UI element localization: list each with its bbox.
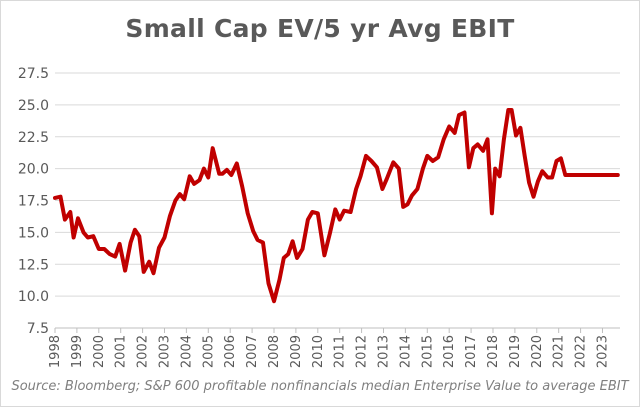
x-tick-label: 2023 <box>595 335 610 368</box>
x-tick-label: 2019 <box>508 335 523 368</box>
x-tick-label: 2016 <box>442 335 457 368</box>
x-tick-label: 2021 <box>552 335 567 368</box>
x-tick-label: 2012 <box>355 335 370 368</box>
x-tick-label: 2005 <box>201 335 216 368</box>
x-tick-label: 2020 <box>530 335 545 368</box>
y-tick-label: 17.5 <box>18 194 49 210</box>
y-tick-label: 10.0 <box>18 289 49 305</box>
x-axis-tick-labels: 1998 1999 2000 2001 2002 2003 2004 2005 2006 2007… <box>48 335 610 368</box>
x-tick-label: 2007 <box>245 335 260 368</box>
x-tick-label: 2006 <box>223 335 238 368</box>
x-tick-label: 2009 <box>289 335 304 368</box>
y-tick-label: 25.0 <box>18 98 49 114</box>
x-tick-label: 2002 <box>136 335 151 368</box>
chart-title: Small Cap EV/5 yr Avg EBIT <box>125 14 515 43</box>
x-tick-label: 2014 <box>398 335 413 368</box>
series-line <box>53 108 620 304</box>
y-tick-label: 15.0 <box>18 225 49 241</box>
x-tick-label: 2011 <box>333 335 348 368</box>
x-tick-label: 2001 <box>114 335 129 368</box>
x-tick-label: 2010 <box>311 335 326 368</box>
source-note: Source: Bloomberg; S&P 600 profitable no… <box>11 379 629 394</box>
x-tick-label: 2018 <box>486 335 501 368</box>
y-tick-label: 7.5 <box>27 321 49 337</box>
y-axis-tick-labels: 7.5 10.0 12.5 15.0 17.5 20.0 22.5 25.0 27.5 <box>18 66 49 337</box>
x-tick-label: 2017 <box>464 335 479 368</box>
y-tick-label: 27.5 <box>18 66 49 82</box>
x-tick-label: 2022 <box>574 335 589 368</box>
series-layer <box>53 108 620 304</box>
x-tick-label: 2004 <box>179 335 194 368</box>
x-tick-label: 2003 <box>157 335 172 368</box>
x-tick-label: 2000 <box>92 335 107 368</box>
x-tick-label: 2015 <box>420 335 435 368</box>
gridlines <box>54 72 620 333</box>
y-tick-label: 12.5 <box>18 257 49 273</box>
y-tick-label: 22.5 <box>18 130 49 146</box>
y-tick-label: 20.0 <box>18 162 49 178</box>
x-tick-label: 2008 <box>267 335 282 368</box>
x-tick-label: 1998 <box>48 335 63 368</box>
x-tick-label: 2013 <box>376 335 391 368</box>
x-tick-label: 1999 <box>70 335 85 368</box>
